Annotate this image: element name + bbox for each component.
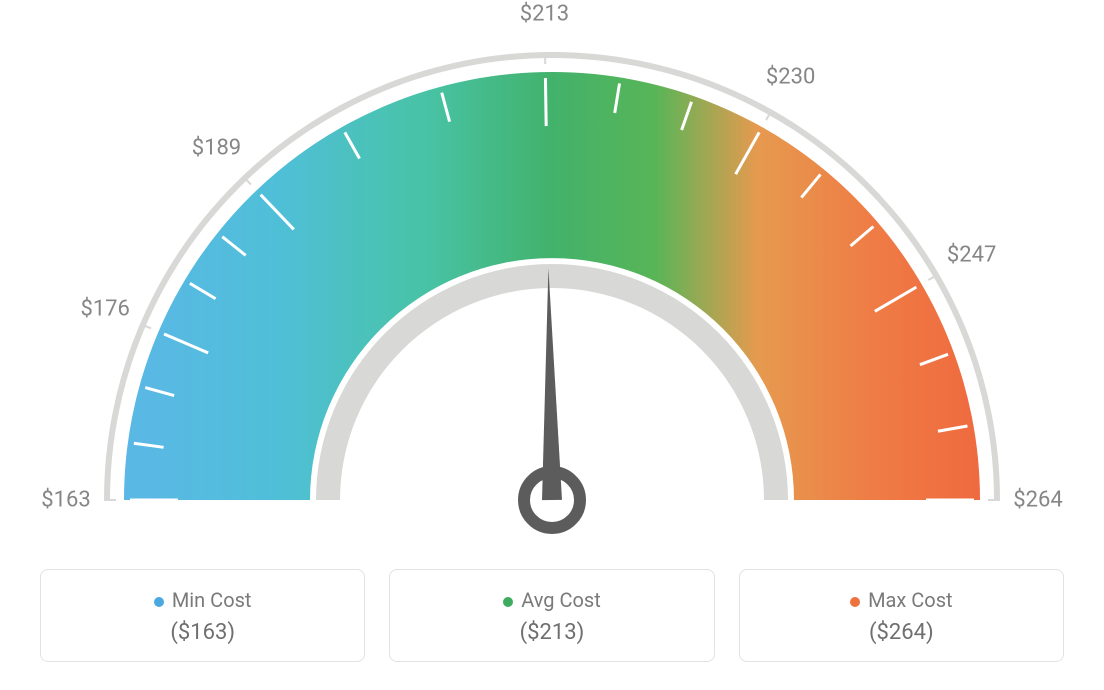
gauge-tick-label: $176: [80, 296, 129, 321]
avg-cost-card: Avg Cost ($213): [389, 569, 714, 662]
gauge-tick-label: $163: [41, 488, 90, 513]
gauge-tick-label: $247: [947, 242, 996, 267]
min-cost-dot: [154, 597, 164, 607]
gauge-tick-label: $230: [766, 64, 815, 89]
gauge-tick-label: $189: [192, 136, 241, 161]
gauge-svg: [0, 0, 1104, 560]
gauge-tick-label: $213: [520, 2, 569, 27]
avg-cost-label-text: Avg Cost: [521, 588, 601, 612]
min-cost-label: Min Cost: [51, 588, 354, 612]
max-cost-card: Max Cost ($264): [739, 569, 1064, 662]
avg-cost-value: ($213): [400, 620, 703, 645]
max-cost-label-text: Max Cost: [868, 588, 953, 612]
max-cost-label: Max Cost: [750, 588, 1053, 612]
max-cost-dot: [850, 597, 860, 607]
max-cost-value: ($264): [750, 620, 1053, 645]
cost-gauge: $163 $176 $189 $213 $230 $247 $264: [0, 0, 1104, 560]
gauge-tick-label: $264: [1013, 488, 1062, 513]
min-cost-card: Min Cost ($163): [40, 569, 365, 662]
avg-cost-dot: [503, 597, 513, 607]
summary-cards: Min Cost ($163) Avg Cost ($213) Max Cost…: [40, 569, 1064, 662]
avg-cost-label: Avg Cost: [400, 588, 703, 612]
min-cost-label-text: Min Cost: [172, 588, 252, 612]
min-cost-value: ($163): [51, 620, 354, 645]
